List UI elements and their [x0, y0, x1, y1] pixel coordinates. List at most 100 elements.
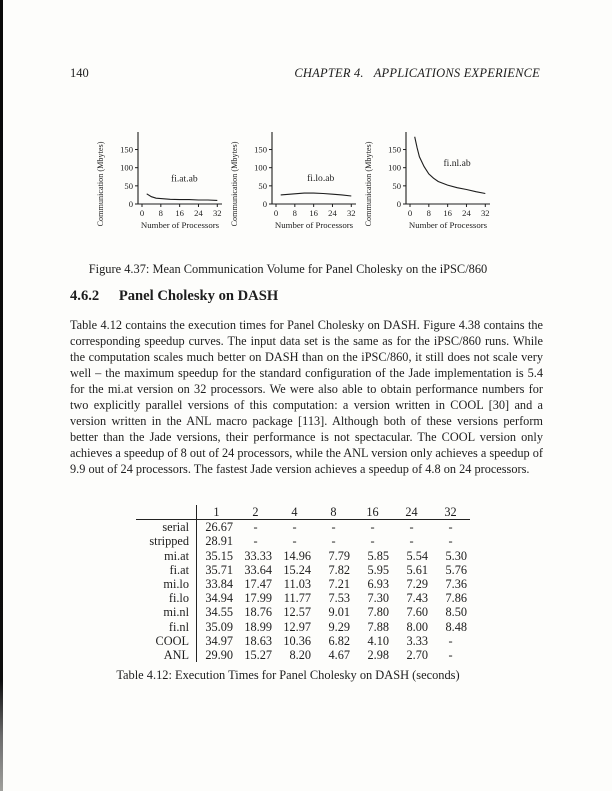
cell-value: 8.00 — [406, 619, 428, 634]
axes — [137, 132, 222, 205]
cell-value: 15.27 — [244, 648, 272, 663]
table-row-fi.lo: fi.lo 34.94 17.99 11.77 7.53 7.30 7.43 7.86 — [136, 591, 470, 606]
y-axis-label: Communication (Mbytes) — [96, 141, 105, 226]
cell-value: 33.84 — [196, 577, 236, 592]
cell-value: 7.21 — [328, 577, 350, 592]
chart-fi.at.ab: Communication (Mbytes) 0 50 100 150 0 8 16 24 32 N… — [96, 132, 222, 230]
cell-value: 5.54 — [406, 548, 428, 563]
row-label: COOL — [155, 633, 189, 648]
cell-value: 5.61 — [406, 562, 428, 577]
row-label: mi.nl — [163, 605, 189, 620]
cell-value: 7.43 — [406, 591, 428, 606]
row-label: ANL — [163, 648, 189, 663]
cell-value: - — [292, 520, 297, 535]
cell-value: 7.36 — [445, 577, 467, 592]
cell-value: 34.94 — [196, 591, 236, 606]
cell-value: 8.48 — [445, 619, 467, 634]
col-header-24: 24 — [392, 505, 431, 521]
table-row-mi.lo: mi.lo 33.84 17.47 11.03 7.21 6.93 7.29 7.36 — [136, 577, 470, 592]
y-tick-label: 150 — [120, 145, 133, 155]
x-tick-label: 16 — [309, 208, 318, 218]
cell-value: 8.50 — [445, 605, 467, 620]
cell-value: 4.67 — [328, 648, 350, 663]
y-axis-label: Communication (Mbytes) — [364, 141, 373, 226]
x-tick-label: 32 — [347, 208, 356, 218]
execution-times-table: 1 2 4 8 16 24 32 serial 26.67- - - - - - stripped 28.91… — [136, 505, 470, 663]
table-row-mi.at: mi.at 35.15 33.33 14.96 7.79 5.85 5.54 5.30 — [136, 548, 470, 563]
y-tick-label: 100 — [388, 163, 401, 173]
section-heading: 4.6.2 Panel Cholesky on DASH — [70, 288, 278, 305]
table-header-row: 1 2 4 8 16 24 32 — [136, 505, 470, 521]
cell-value: 6.82 — [328, 633, 350, 648]
cell-value: - — [253, 534, 258, 549]
row-label: fi.lo — [168, 591, 189, 606]
col-header-8: 8 — [314, 505, 353, 521]
y-axis-label: Communication (Mbytes) — [230, 141, 239, 226]
x-tick-label: 8 — [159, 208, 163, 218]
x-tick-label: 8 — [293, 208, 297, 218]
cell-value: 7.53 — [328, 591, 350, 606]
table-row-serial: serial 26.67 - - - - - - — [136, 519, 470, 535]
table-row-stripped: stripped 28.91 - - - - - - — [136, 534, 470, 549]
cell-value: 5.30 — [445, 548, 467, 563]
cell-value: 7.82 — [328, 562, 350, 577]
x-tick-label: 0 — [408, 208, 412, 218]
page-header: 140 CHAPTER 4. APPLICATIONS EXPERIENCE — [70, 66, 540, 81]
y-tick-label: 50 — [392, 181, 401, 191]
x-tick-label: 0 — [274, 208, 278, 218]
cell-value: 18.76 — [244, 605, 272, 620]
cell-value: 14.96 — [283, 548, 311, 563]
y-tick-label: 0 — [397, 199, 401, 209]
chart-fi.lo.ab: Communication (Mbytes) 0 50 100 150 0 8 16 24 32 N… — [230, 132, 356, 230]
data-curve-fi.nl.ab — [414, 136, 486, 195]
data-curve-fi.at.ab — [146, 193, 218, 201]
table-caption: Table 4.12: Execution Times for Panel Ch… — [116, 668, 460, 682]
cell-value: - — [331, 534, 336, 549]
cell-value: - — [253, 520, 258, 535]
cell-value: 33.64 — [244, 562, 272, 577]
x-axis-label: Number of Processors — [275, 220, 354, 230]
cell-value: 2.70 — [406, 648, 428, 663]
section-title: Panel Cholesky on DASH — [118, 288, 279, 304]
col-header-1: 1 — [196, 505, 236, 521]
row-label: stripped — [149, 534, 189, 549]
cell-value: 29.90 — [196, 648, 236, 663]
cell-value: - — [448, 648, 453, 663]
x-tick-label: 24 — [194, 208, 203, 218]
col-header-16: 16 — [353, 505, 392, 521]
cell-value: - — [370, 534, 375, 549]
cell-value: 34.97 — [196, 633, 236, 649]
cell-value: - — [448, 534, 453, 549]
x-axis-label: Number of Processors — [141, 220, 220, 230]
y-tick-label: 150 — [388, 145, 401, 155]
y-tick-label: 50 — [124, 181, 133, 191]
figure-4-37-charts: Communication (Mbytes) 0 50 100 150 0 8 16 24 32 N… — [94, 124, 494, 244]
page-number: 140 — [70, 66, 89, 80]
cell-value: 7.60 — [406, 605, 428, 620]
series-annotation: fi.lo.ab — [307, 173, 334, 184]
cell-value: 18.99 — [244, 619, 272, 634]
table-row-fi.nl: fi.nl 35.09 18.99 12.97 9.29 7.88 8.00 8.48 — [136, 619, 470, 634]
cell-value: 33.33 — [244, 548, 272, 563]
cell-value: 7.79 — [328, 548, 350, 563]
cell-value: 35.15 — [196, 548, 236, 563]
x-tick-label: 16 — [443, 208, 452, 218]
row-label: mi.lo — [163, 577, 189, 592]
cell-value: 5.76 — [445, 562, 467, 577]
cell-value: 28.91 — [196, 534, 236, 549]
cell-value: 7.29 — [406, 577, 428, 592]
cell-value: 11.03 — [283, 577, 311, 592]
cell-value: - — [292, 534, 297, 549]
cell-value: 26.67 — [196, 519, 236, 535]
cell-value: 7.80 — [367, 605, 389, 620]
cell-value: 7.88 — [367, 619, 389, 634]
cell-value: 12.57 — [283, 605, 311, 620]
y-tick-label: 50 — [258, 181, 267, 191]
col-header-4: 4 — [275, 505, 314, 521]
row-label: mi.at — [164, 548, 189, 563]
x-tick-label: 8 — [427, 208, 431, 218]
x-tick-label: 32 — [213, 208, 222, 218]
x-tick-label: 32 — [481, 208, 490, 218]
cell-value: - — [448, 520, 453, 535]
chapter-running-head: CHAPTER 4. APPLICATIONS EXPERIENCE — [294, 66, 540, 80]
